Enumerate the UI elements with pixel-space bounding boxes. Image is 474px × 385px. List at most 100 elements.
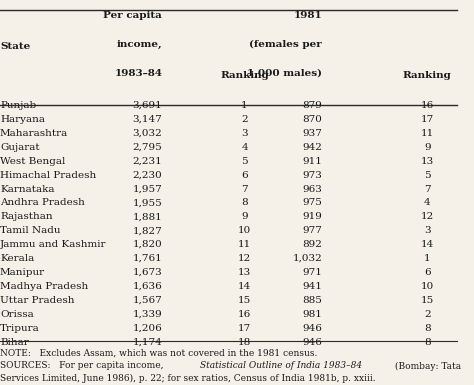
Text: Bihar: Bihar — [0, 338, 29, 346]
Text: 10: 10 — [238, 226, 251, 235]
Text: 7: 7 — [424, 184, 431, 194]
Text: Ranking: Ranking — [403, 70, 452, 80]
Text: 4: 4 — [241, 143, 248, 152]
Text: Statistical Outline of India 1983–84: Statistical Outline of India 1983–84 — [200, 362, 362, 370]
Text: 17: 17 — [421, 115, 434, 124]
Text: 1: 1 — [241, 101, 248, 110]
Text: 8: 8 — [424, 324, 431, 333]
Text: 2: 2 — [241, 115, 248, 124]
Text: 3: 3 — [241, 129, 248, 138]
Text: 1981: 1981 — [293, 12, 322, 20]
Text: 1,032: 1,032 — [292, 254, 322, 263]
Text: 946: 946 — [302, 338, 322, 346]
Text: 12: 12 — [238, 254, 251, 263]
Text: 15: 15 — [238, 296, 251, 305]
Text: Andhra Pradesh: Andhra Pradesh — [0, 198, 85, 208]
Text: Karnataka: Karnataka — [0, 184, 55, 194]
Text: 2,230: 2,230 — [133, 171, 162, 179]
Text: 1,827: 1,827 — [133, 226, 162, 235]
Text: 2,795: 2,795 — [133, 143, 162, 152]
Text: Tamil Nadu: Tamil Nadu — [0, 226, 61, 235]
Text: 10: 10 — [421, 282, 434, 291]
Text: 971: 971 — [302, 268, 322, 277]
Text: Haryana: Haryana — [0, 115, 45, 124]
Text: 879: 879 — [302, 101, 322, 110]
Text: Per capita: Per capita — [103, 12, 162, 20]
Text: 18: 18 — [238, 338, 251, 346]
Text: 9: 9 — [424, 143, 431, 152]
Text: 6: 6 — [424, 268, 431, 277]
Text: 14: 14 — [421, 240, 434, 249]
Text: 11: 11 — [421, 129, 434, 138]
Text: NOTE:   Excludes Assam, which was not covered in the 1981 census.: NOTE: Excludes Assam, which was not cove… — [0, 349, 318, 358]
Text: 3: 3 — [424, 226, 431, 235]
Text: 911: 911 — [302, 157, 322, 166]
Text: 941: 941 — [302, 282, 322, 291]
Text: Tripura: Tripura — [0, 324, 40, 333]
Text: 946: 946 — [302, 324, 322, 333]
Text: SOURCES:   For per capita income,: SOURCES: For per capita income, — [0, 362, 166, 370]
Text: 977: 977 — [302, 226, 322, 235]
Text: 1,955: 1,955 — [133, 198, 162, 208]
Text: income,: income, — [117, 40, 162, 49]
Text: 16: 16 — [421, 101, 434, 110]
Text: Services Limited, June 1986), p. 22; for sex ratios, Census of India 1981b, p. x: Services Limited, June 1986), p. 22; for… — [0, 374, 375, 383]
Text: Maharashtra: Maharashtra — [0, 129, 68, 138]
Text: 15: 15 — [421, 296, 434, 305]
Text: Ranking: Ranking — [220, 70, 269, 80]
Text: 1,761: 1,761 — [133, 254, 162, 263]
Text: Himachal Pradesh: Himachal Pradesh — [0, 171, 96, 179]
Text: 1,957: 1,957 — [133, 184, 162, 194]
Text: West Bengal: West Bengal — [0, 157, 65, 166]
Text: 4: 4 — [424, 198, 431, 208]
Text: 17: 17 — [238, 324, 251, 333]
Text: 1,000 males): 1,000 males) — [247, 69, 322, 78]
Text: 885: 885 — [302, 296, 322, 305]
Text: 5: 5 — [241, 157, 248, 166]
Text: 2: 2 — [424, 310, 431, 319]
Text: 1983–84: 1983–84 — [114, 69, 162, 78]
Text: 973: 973 — [302, 171, 322, 179]
Text: 942: 942 — [302, 143, 322, 152]
Text: 1,881: 1,881 — [133, 213, 162, 221]
Text: 11: 11 — [238, 240, 251, 249]
Text: 2,231: 2,231 — [133, 157, 162, 166]
Text: Manipur: Manipur — [0, 268, 45, 277]
Text: 3,147: 3,147 — [133, 115, 162, 124]
Text: Jammu and Kashmir: Jammu and Kashmir — [0, 240, 107, 249]
Text: Orissa: Orissa — [0, 310, 34, 319]
Text: Madhya Pradesh: Madhya Pradesh — [0, 282, 88, 291]
Text: 870: 870 — [302, 115, 322, 124]
Text: Uttar Pradesh: Uttar Pradesh — [0, 296, 74, 305]
Text: 3,691: 3,691 — [133, 101, 162, 110]
Text: 1,206: 1,206 — [133, 324, 162, 333]
Text: 1,339: 1,339 — [133, 310, 162, 319]
Text: Punjab: Punjab — [0, 101, 36, 110]
Text: 8: 8 — [424, 338, 431, 346]
Text: (females per: (females per — [249, 40, 322, 49]
Text: 3,032: 3,032 — [133, 129, 162, 138]
Text: 16: 16 — [238, 310, 251, 319]
Text: 13: 13 — [238, 268, 251, 277]
Text: 13: 13 — [421, 157, 434, 166]
Text: Kerala: Kerala — [0, 254, 34, 263]
Text: Rajasthan: Rajasthan — [0, 213, 53, 221]
Text: 7: 7 — [241, 184, 248, 194]
Text: 5: 5 — [424, 171, 431, 179]
Text: 1,174: 1,174 — [133, 338, 162, 346]
Text: State: State — [0, 42, 30, 52]
Text: 1,673: 1,673 — [133, 268, 162, 277]
Text: 919: 919 — [302, 213, 322, 221]
Text: 6: 6 — [241, 171, 248, 179]
Text: 937: 937 — [302, 129, 322, 138]
Text: 1: 1 — [424, 254, 431, 263]
Text: 963: 963 — [302, 184, 322, 194]
Text: Gujarat: Gujarat — [0, 143, 40, 152]
Text: 1,820: 1,820 — [133, 240, 162, 249]
Text: 8: 8 — [241, 198, 248, 208]
Text: 1,567: 1,567 — [133, 296, 162, 305]
Text: 892: 892 — [302, 240, 322, 249]
Text: 981: 981 — [302, 310, 322, 319]
Text: 975: 975 — [302, 198, 322, 208]
Text: 12: 12 — [421, 213, 434, 221]
